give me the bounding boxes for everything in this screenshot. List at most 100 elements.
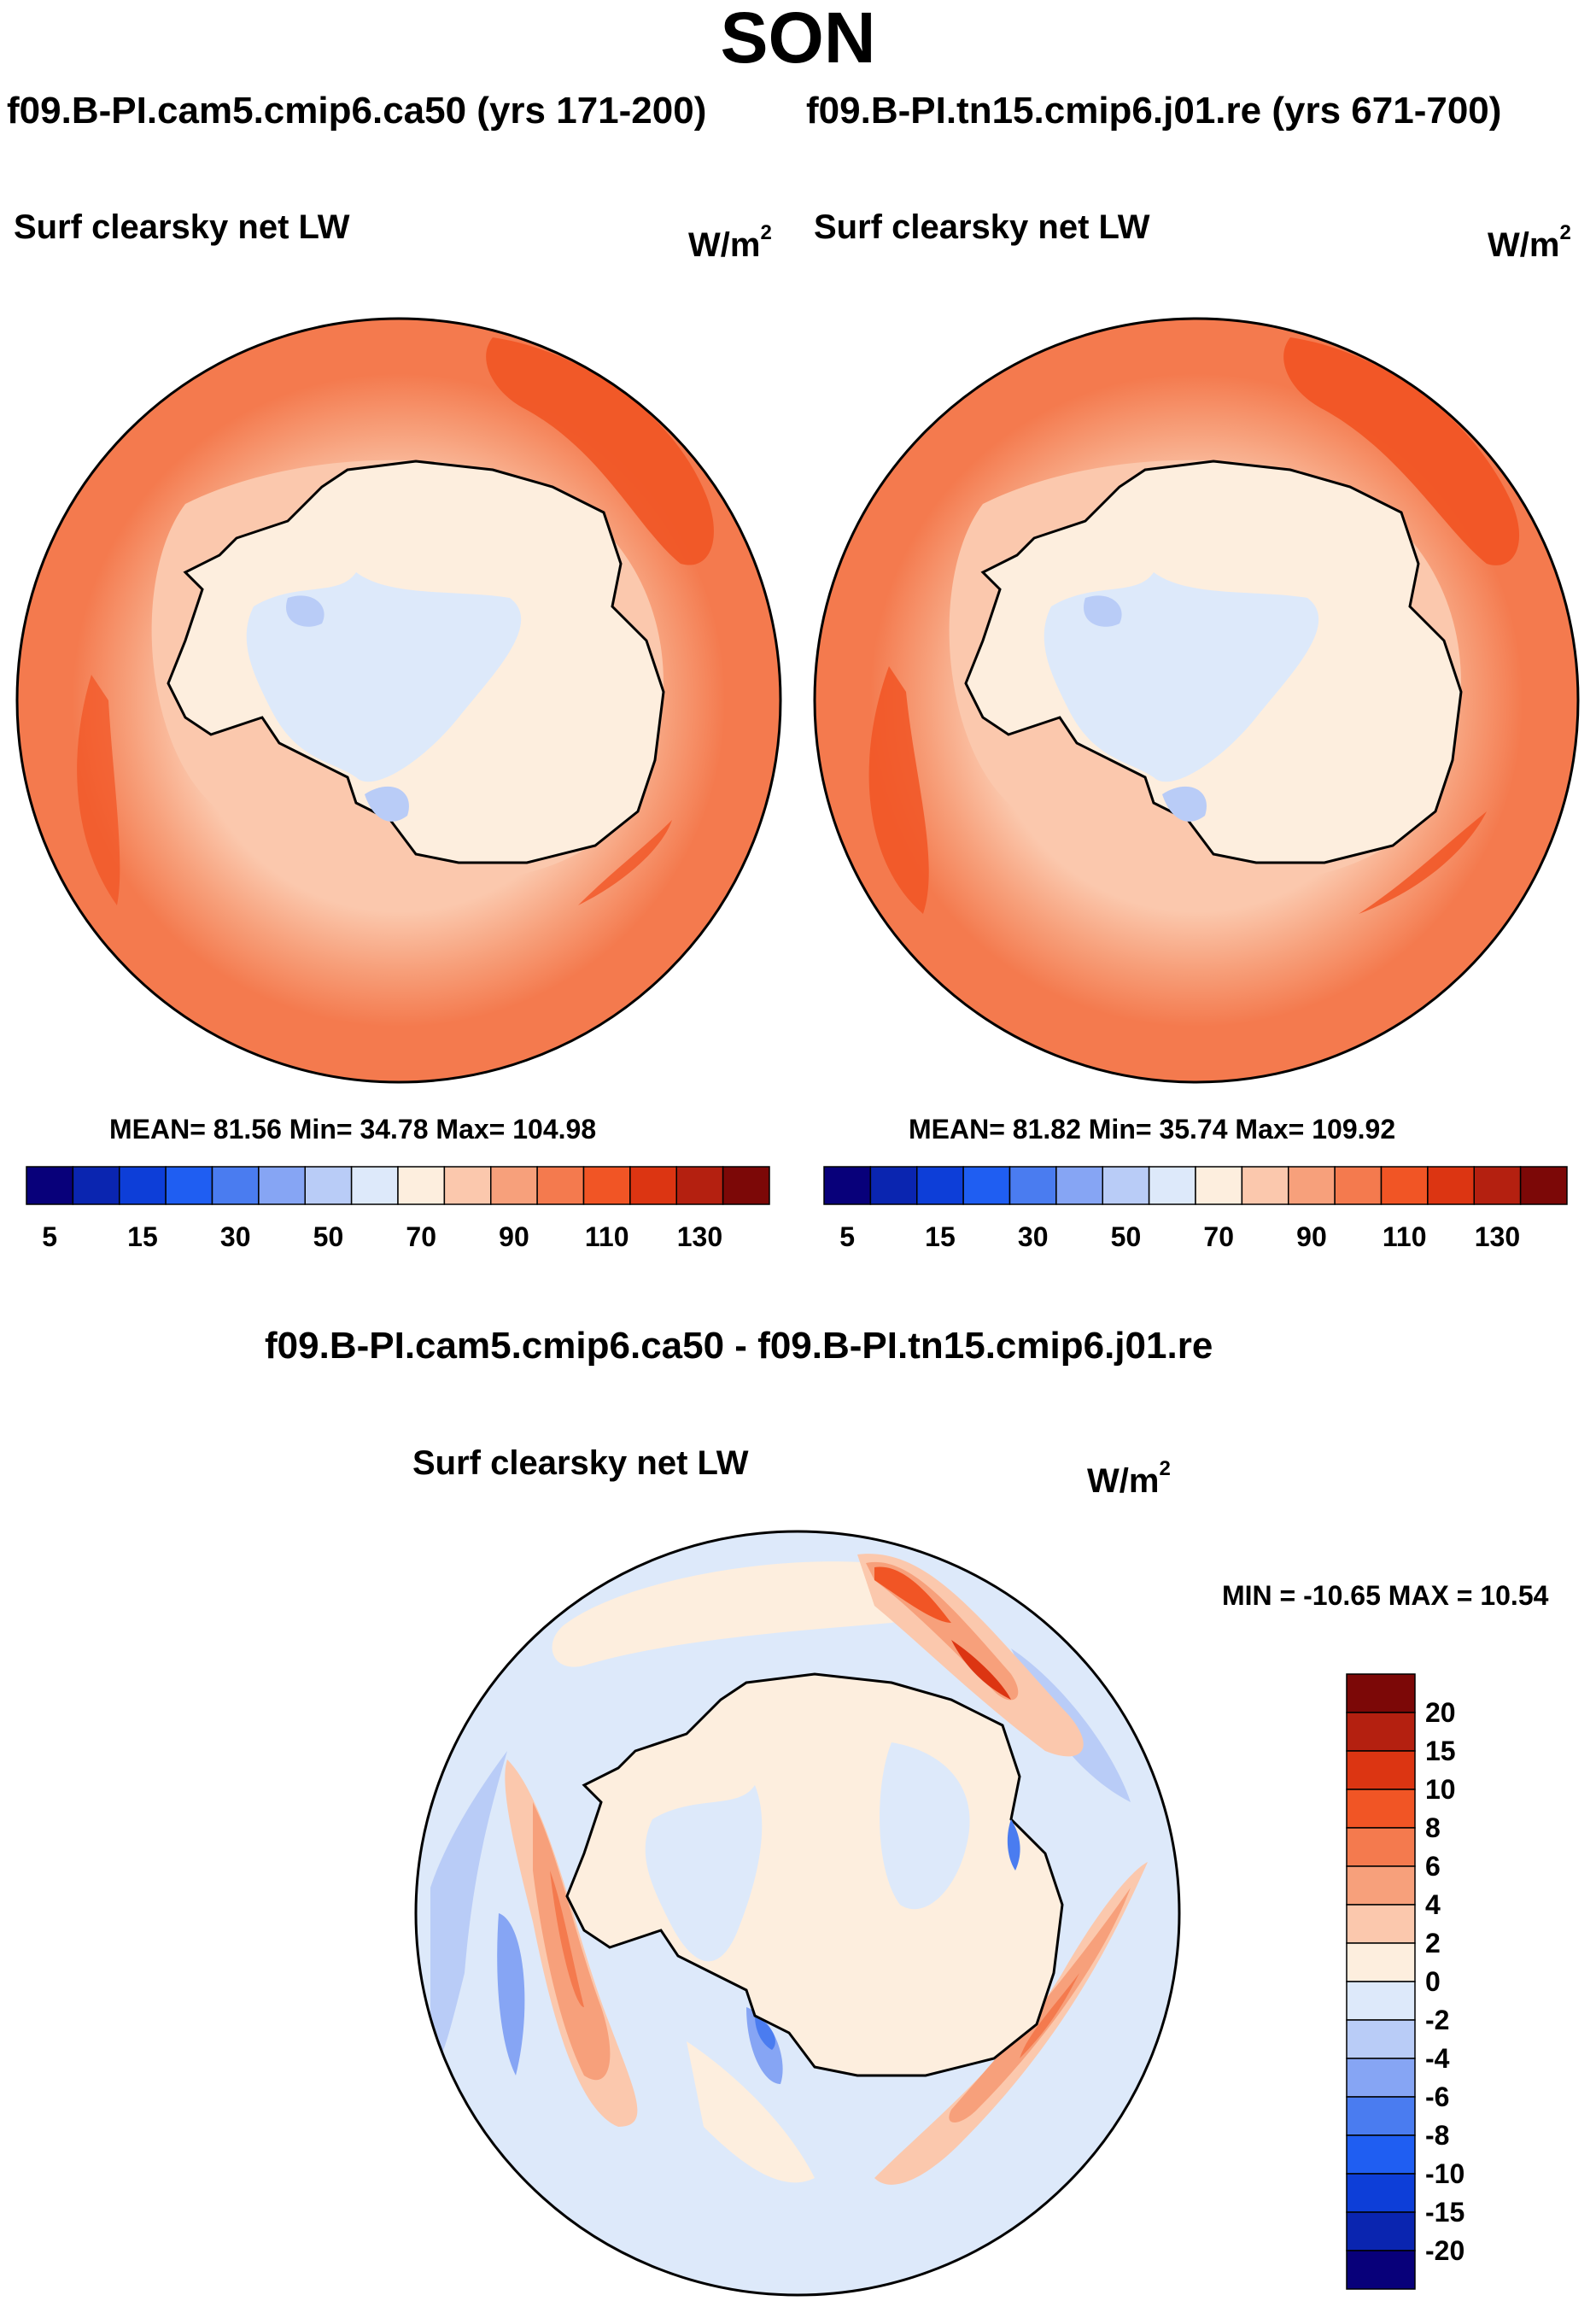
right-colorbar-box <box>1473 1166 1522 1205</box>
diff-map <box>414 1530 1181 2297</box>
right-low-patch-2 <box>1162 786 1207 822</box>
diff-coast-neg-patch <box>1007 1819 1020 1871</box>
right-colorbar-box <box>1008 1166 1057 1205</box>
right-case-title: f09.B-PI.tn15.cmip6.j01.re (yrs 671-700) <box>806 90 1502 132</box>
diff-colorbar-tick-label: 15 <box>1425 1736 1456 1766</box>
right-colorbar-box <box>823 1166 872 1205</box>
diff-colorbar-box <box>1346 1981 1416 2021</box>
diff-colorbar-tick-label: 20 <box>1425 1697 1456 1728</box>
left-colorbar <box>26 1166 770 1205</box>
diff-colorbar-tick-label: -2 <box>1425 2005 1450 2035</box>
right-colorbar-box <box>1334 1166 1383 1205</box>
diff-colorbar-box <box>1346 2211 1416 2251</box>
left-colorbar-tick-label: 110 <box>584 1221 629 1252</box>
left-colorbar-box <box>26 1166 74 1205</box>
right-low-patch-1 <box>1084 595 1122 627</box>
diff-units-text: W/m <box>1087 1462 1160 1500</box>
diff-colorbar-tick-label: 4 <box>1425 1889 1441 1920</box>
diff-colorbar-tick-label: 2 <box>1425 1928 1441 1958</box>
left-colorbar-box <box>165 1166 213 1205</box>
diff-east-ant-low <box>880 1742 970 1910</box>
diff-colorbar-box <box>1346 2096 1416 2136</box>
right-colorbar-tick-label: 30 <box>1017 1221 1049 1252</box>
diff-colorbar-box <box>1346 1673 1416 1713</box>
right-colorbar-tick-label: 90 <box>1296 1221 1327 1252</box>
left-colorbar-box <box>211 1166 260 1205</box>
left-low-patch-1 <box>286 595 324 627</box>
diff-colorbar-tick-label: -15 <box>1425 2197 1465 2228</box>
right-colorbar-box <box>962 1166 1011 1205</box>
left-colorbar-box <box>536 1166 585 1205</box>
diff-units-exp: 2 <box>1159 1457 1171 1480</box>
right-colorbar-tick-label: 110 <box>1382 1221 1427 1252</box>
right-colorbar-box <box>1102 1166 1150 1205</box>
left-colorbar-box <box>350 1166 399 1205</box>
diff-colorbar-tick-label: -10 <box>1425 2158 1465 2189</box>
right-colorbar-box <box>1241 1166 1289 1205</box>
diff-units: W/m2 <box>1087 1449 1171 1501</box>
right-colorbar-box <box>1519 1166 1568 1205</box>
diff-colorbar <box>1346 1673 1416 2290</box>
diff-colorbar-box <box>1346 1942 1416 1982</box>
left-colorbar-tick-label: 90 <box>499 1221 529 1252</box>
diff-colorbar-tick-label: -4 <box>1425 2043 1450 2074</box>
diff-colorbar-box <box>1346 2134 1416 2175</box>
right-variable-title: Surf clearsky net LW <box>814 208 1150 246</box>
diff-colorbar-tick-label: 6 <box>1425 1851 1441 1882</box>
diff-map-border <box>414 1530 1181 2297</box>
diff-case-title: f09.B-PI.cam5.cmip6.ca50 - f09.B-PI.tn15… <box>265 1325 1213 1367</box>
left-colorbar-box <box>304 1166 353 1205</box>
left-colorbar-tick-label: 5 <box>42 1221 58 1252</box>
diff-colorbar-box <box>1346 2173 1416 2213</box>
diff-colorbar-box <box>1346 1750 1416 1790</box>
left-units-exp: 2 <box>760 221 772 244</box>
left-low-patch-2 <box>365 786 409 822</box>
diff-colorbar-box <box>1346 1712 1416 1752</box>
diff-colorbar-tick-label: -8 <box>1425 2120 1450 2151</box>
left-colorbar-box <box>119 1166 167 1205</box>
diff-stats: MIN = -10.65 MAX = 10.54 <box>1222 1580 1549 1611</box>
right-stats: MEAN= 81.82 Min= 35.74 Max= 109.92 <box>909 1114 1396 1145</box>
left-colorbar-box <box>490 1166 538 1205</box>
right-map-border <box>813 317 1580 1084</box>
left-colorbar-box <box>72 1166 120 1205</box>
left-colorbar-tick-label: 130 <box>676 1221 723 1252</box>
left-units: W/m2 <box>688 214 772 265</box>
left-colorbar-box <box>722 1166 770 1205</box>
diff-colorbar-box <box>1346 1904 1416 1944</box>
right-colorbar-box <box>1427 1166 1475 1205</box>
diff-colorbar-box <box>1346 1789 1416 1829</box>
right-colorbar-tick-label: 70 <box>1203 1221 1234 1252</box>
left-case-title: f09.B-PI.cam5.cmip6.ca50 (yrs 171-200) <box>7 90 707 132</box>
diff-colorbar-box <box>1346 1827 1416 1867</box>
left-colorbar-tick-label: 50 <box>313 1221 344 1252</box>
right-colorbar-box <box>1195 1166 1243 1205</box>
right-units-text: W/m <box>1488 226 1560 264</box>
left-colorbar-tick-label: 30 <box>219 1221 251 1252</box>
right-colorbar-box <box>1055 1166 1103 1205</box>
diff-colorbar-box <box>1346 2250 1416 2290</box>
diff-colorbar-box <box>1346 1865 1416 1906</box>
right-colorbar-box <box>869 1166 918 1205</box>
right-colorbar-tick-label: 5 <box>839 1221 856 1252</box>
left-colorbar-box <box>258 1166 306 1205</box>
right-colorbar-box <box>1380 1166 1429 1205</box>
season-title: SON <box>720 0 876 78</box>
diff-colorbar-tick-label: -20 <box>1425 2235 1465 2266</box>
right-map <box>813 317 1580 1084</box>
diff-colorbar-box <box>1346 2019 1416 2059</box>
right-colorbar-box <box>916 1166 964 1205</box>
right-colorbar-box <box>1148 1166 1196 1205</box>
diff-ice-low-region <box>645 1785 763 1962</box>
diff-colorbar-tick-label: 8 <box>1425 1812 1441 1843</box>
diff-colorbar-tick-label: 0 <box>1425 1966 1441 1997</box>
left-map-border <box>15 317 782 1084</box>
left-colorbar-box <box>675 1166 724 1205</box>
right-colorbar-box <box>1288 1166 1336 1205</box>
diff-colorbar-tick-label: 10 <box>1425 1774 1456 1805</box>
right-colorbar-tick-label: 50 <box>1110 1221 1142 1252</box>
right-colorbar-tick-label: 15 <box>925 1221 956 1252</box>
left-variable-title: Surf clearsky net LW <box>14 208 350 246</box>
left-colorbar-box <box>443 1166 492 1205</box>
left-colorbar-tick-label: 15 <box>127 1221 158 1252</box>
